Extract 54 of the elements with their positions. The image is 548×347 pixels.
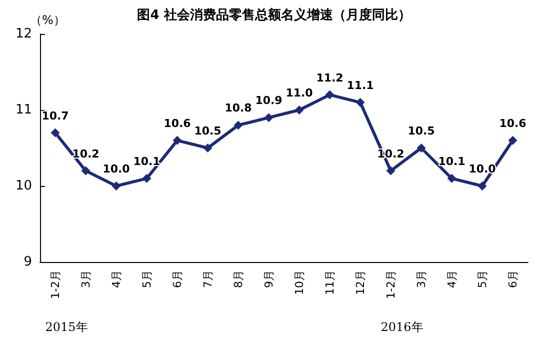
y-tick-label: 12: [15, 26, 32, 42]
x-tick-label: 7月: [201, 270, 214, 288]
x-tick-label: 4月: [445, 270, 458, 288]
data-label: 10.2: [72, 147, 100, 160]
text: 2015年: [45, 320, 88, 334]
x-tick-label: 10月: [292, 270, 306, 295]
x-tick-label: 3月: [414, 270, 428, 288]
data-label: 10.6: [499, 116, 527, 130]
y-axis-title: （%）: [30, 13, 66, 27]
y-tick-label: 10: [15, 178, 32, 194]
x-tick-label: 1-2月: [48, 270, 62, 299]
data-label: 10.5: [408, 124, 435, 138]
data-label: 11.2: [316, 71, 344, 84]
data-label: 10.5: [194, 124, 222, 138]
point: [50, 128, 60, 138]
point: [416, 144, 426, 152]
y-tick-label: 9: [24, 254, 32, 270]
data-label: 10.6: [164, 116, 192, 130]
x-tick-label: 11月: [323, 270, 336, 295]
x-tick-label: 4月: [110, 270, 123, 288]
chart-title: 图4 社会消费品零售总额名义增速（月度同比）: [137, 7, 411, 23]
point: [142, 174, 152, 183]
x-tick-label: 9月: [262, 270, 276, 288]
point: [386, 166, 396, 176]
data-label: 10.1: [438, 154, 466, 168]
point: [356, 98, 365, 107]
point: [447, 174, 456, 183]
x-tick-label: 5月: [476, 270, 489, 288]
x-tick-label: 12月: [354, 270, 367, 295]
data-label: 11.0: [286, 86, 314, 100]
y-tick-label: 11: [15, 102, 32, 118]
point: [325, 90, 334, 100]
x-tick-label: 1-2月: [384, 270, 398, 299]
x-tick-label: 8月: [232, 270, 245, 288]
x-tick-label: 3月: [79, 270, 92, 288]
x-tick-label: 6月: [170, 270, 184, 288]
point: [478, 182, 487, 190]
point: [264, 113, 274, 122]
x-tick-label: 5月: [140, 270, 154, 288]
point: [81, 166, 90, 176]
data-label: 11.1: [346, 78, 374, 92]
point: [172, 136, 182, 145]
point: [508, 136, 518, 145]
data-label: 10.1: [133, 154, 160, 168]
point: [234, 120, 243, 130]
data-label: 10.7: [42, 109, 69, 122]
x-tick-label: 6月: [506, 270, 520, 288]
point: [203, 144, 212, 152]
point: [294, 106, 304, 114]
text: 2016年: [380, 320, 424, 334]
data-label: 10.9: [255, 94, 282, 108]
point: [112, 182, 121, 190]
data-label: 10.8: [224, 102, 252, 115]
data-label: 10.0: [102, 162, 130, 176]
